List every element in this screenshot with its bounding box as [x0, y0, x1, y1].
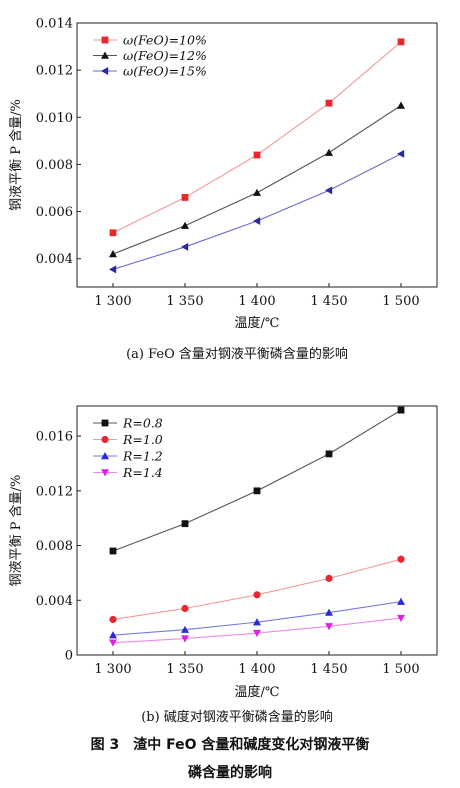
chart-a-data-point [109, 250, 117, 258]
chart-b-legend-label: R=1.2 [122, 449, 163, 464]
chart-b-legend-label: R=0.8 [122, 416, 163, 431]
chart-b-data-point [397, 555, 405, 563]
chart-a-legend-label: ω(FeO)=12% [123, 48, 207, 63]
chart-b-data-point [253, 591, 261, 599]
chart-a-y-tick-label: 0.004 [36, 252, 73, 267]
chart-b-subcaption: (b) 碱度对钢液平衡磷含量的影响 [141, 709, 333, 725]
chart-a-data-point [181, 221, 189, 229]
chart-b-legend-label: R=1.4 [122, 465, 163, 480]
chart-a-legend-marker [101, 36, 109, 44]
chart-a-data-point [181, 194, 189, 201]
chart-a-data-point [397, 38, 405, 46]
figure-caption-line1: 图 3 渣中 FeO 含量和碱度变化对钢液平衡 [90, 737, 370, 753]
chart-a-data-point [253, 151, 261, 159]
chart-a-x-tick-label: 1 450 [310, 294, 347, 309]
chart-b-x-tick-label: 1 500 [382, 662, 419, 677]
chart-b-legend-marker [101, 452, 109, 460]
chart-a-x-tick-label: 1 300 [94, 294, 131, 309]
chart-b-data-point [181, 635, 189, 643]
chart-a-legend-marker [101, 51, 109, 59]
chart-b-y-tick-label: 0 [65, 649, 73, 664]
chart-b-data-point [181, 625, 189, 633]
chart-b-legend-label: R=1.0 [122, 432, 163, 447]
chart-b-data-point [109, 631, 117, 639]
chart-a-y-tick-label: 0.006 [36, 205, 73, 220]
chart-b-y-tick-label: 0.004 [36, 594, 73, 609]
chart-a-x-tick-label: 1 400 [238, 294, 275, 309]
chart-b-legend-marker [101, 469, 109, 477]
chart-a-data-point [109, 229, 117, 237]
chart-b-data-point [325, 574, 333, 582]
chart-a-legend-marker [101, 67, 109, 75]
chart-a-y-tick-label: 0.014 [36, 17, 73, 32]
chart-b: 1 300 1 350 1 400 1 450 1 500 0 0.004 0.008 0.01… [8, 405, 438, 725]
chart-b-data-point [253, 618, 261, 626]
chart-a-y-tick-label: 0.008 [36, 158, 73, 173]
chart-a: 1 300 1 350 1 400 1 450 1 500 0.004 0.006 0.008… [8, 17, 438, 362]
chart-b-data-point [181, 604, 189, 613]
figure-caption-line2: 磷含量的影响 [188, 765, 272, 781]
chart-a-series-line-1 [112, 105, 402, 255]
chart-a-data-point [325, 148, 333, 156]
chart-b-data-point [325, 623, 333, 631]
chart-b-data-point [253, 629, 261, 638]
chart-b-y-tick-label: 0.008 [36, 539, 73, 554]
chart-b-legend-marker [101, 435, 109, 444]
chart-a-data-point [325, 99, 333, 107]
chart-b-data-point [325, 450, 333, 458]
chart-b-data-point [397, 406, 405, 414]
chart-a-legend-label: ω(FeO)=15% [123, 64, 207, 79]
chart-b-x-tick-label: 1 400 [238, 662, 275, 677]
chart-a-data-point [325, 186, 333, 195]
chart-b-y-tick-label: 0.012 [36, 484, 73, 499]
chart-b-x-tick-label: 1 350 [166, 662, 203, 677]
chart-a-data-point [253, 188, 261, 196]
chart-a-x-axis-label: 温度/℃ [235, 315, 280, 331]
chart-b-x-tick-label: 1 300 [94, 662, 131, 677]
chart-a-y-tick-label: 0.012 [36, 64, 73, 79]
chart-b-data-point [109, 547, 117, 555]
chart-b-y-tick-label: 0.016 [36, 430, 73, 445]
chart-a-subcaption: (a) FeO 含量对钢液平衡磷含量的影响 [126, 346, 348, 362]
chart-b-x-tick-label: 1 450 [310, 662, 347, 677]
chart-b-series-line-1 [112, 558, 402, 620]
chart-a-x-tick-label: 1 350 [166, 294, 203, 309]
chart-b-y-axis-label: 钢液平衡 P 含量/% [8, 475, 24, 587]
chart-b-data-point [109, 615, 117, 624]
chart-a-data-point [397, 149, 405, 158]
chart-b-data-point [181, 520, 189, 528]
chart-b-data-point [325, 608, 333, 616]
chart-b-x-axis-label: 温度/℃ [235, 684, 280, 700]
chart-b-data-point [397, 614, 405, 623]
chart-b-legend-marker [101, 419, 109, 427]
chart-a-data-point [397, 101, 405, 109]
chart-a-legend-label: ω(FeO)=10% [123, 33, 207, 48]
chart-b-data-point [253, 487, 261, 495]
chart-b-data-point [109, 639, 117, 647]
chart-a-y-axis-label: 钢液平衡 P 含量/% [8, 99, 24, 211]
chart-a-data-point [253, 217, 261, 225]
chart-b-data-point [397, 597, 405, 605]
chart-a-x-tick-label: 1 500 [382, 294, 419, 309]
chart-a-data-point [109, 265, 117, 274]
chart-a-y-tick-label: 0.010 [36, 111, 73, 126]
chart-a-data-point [181, 242, 189, 251]
